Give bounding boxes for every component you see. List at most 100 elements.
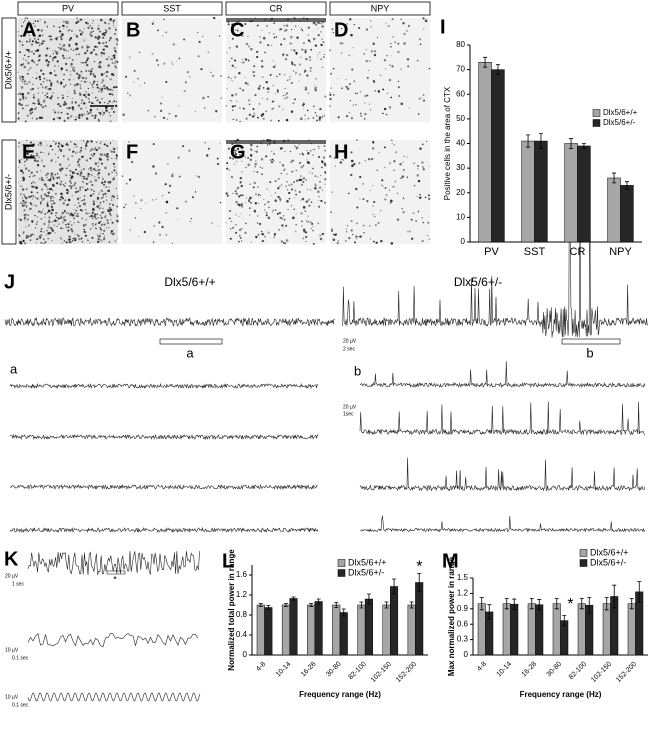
cell [106,58,109,60]
cell [85,117,89,120]
cell [80,18,83,21]
cell [341,158,343,161]
cell [227,194,229,197]
cell [65,49,68,52]
cell [350,151,353,154]
cell [43,40,46,42]
cell [97,165,99,168]
cell [112,203,115,206]
cell [302,153,305,156]
cell [384,166,386,169]
cell [97,240,100,244]
cell [229,99,232,102]
cell [18,234,20,236]
cell [85,70,88,73]
cell [22,98,24,101]
cell [242,61,245,64]
cell [317,28,319,30]
cell [89,111,92,114]
cell [94,96,97,99]
cell [285,239,289,242]
cell [261,173,263,176]
cell [256,171,259,173]
cell [100,141,102,143]
trace [359,401,645,436]
cell [48,221,51,224]
cell [168,184,172,188]
trace [9,433,319,441]
cell [109,88,112,91]
cell [91,236,94,239]
cell [354,92,357,95]
cell [384,198,387,201]
cell [31,117,33,119]
cell [40,42,43,45]
cell [68,43,71,46]
cell [46,176,48,178]
cell [161,225,164,229]
cell [45,174,48,176]
cell [231,143,234,145]
cell [242,107,245,110]
cell [314,88,318,92]
cell [293,64,296,67]
cell [372,42,375,46]
cell [298,63,301,66]
cell [115,105,117,107]
cell [324,201,326,204]
x-tick-label: 30-80 [546,661,564,679]
cell [390,199,393,203]
cell [89,25,91,27]
cell [89,194,92,197]
cell [27,48,30,52]
cell [423,99,426,102]
cell [109,149,111,151]
cell [93,75,97,78]
cell [317,21,321,24]
cell [90,174,93,177]
cell [113,169,116,172]
cell [336,241,340,245]
cell [99,201,102,204]
cell [285,53,289,57]
micrograph-bg [226,140,326,244]
cell [74,101,77,104]
cell [89,216,91,218]
cell [255,150,258,153]
cell [399,162,402,166]
cell [247,59,250,62]
cell [363,224,365,227]
cell [58,65,60,67]
cell [294,145,296,147]
cell [62,103,66,106]
cell [363,231,365,234]
cell [67,226,70,229]
cell [234,29,237,31]
scale-label: 20 µV [343,404,357,410]
cell [38,75,41,79]
legend-label: Dlx5/6+/- [603,118,636,127]
cell [249,20,252,23]
cell [314,84,316,86]
cell [27,104,29,107]
cell [291,159,294,162]
cell [233,149,236,152]
cell [60,33,63,36]
cell [113,46,117,50]
cell [296,36,299,39]
cell [239,120,241,123]
cell [413,184,416,187]
cell [78,74,81,77]
cell [64,182,67,184]
cell [198,40,201,44]
cell [25,97,27,99]
x-tick-label: 102-150 [370,661,393,684]
cell [286,189,289,191]
cell [110,196,112,199]
cell [261,233,264,236]
x-tick-label: 4-8 [476,661,488,673]
y-tick-label: 1.6 [236,570,248,579]
cell [258,103,261,105]
cell [177,218,179,220]
cell [57,217,61,220]
